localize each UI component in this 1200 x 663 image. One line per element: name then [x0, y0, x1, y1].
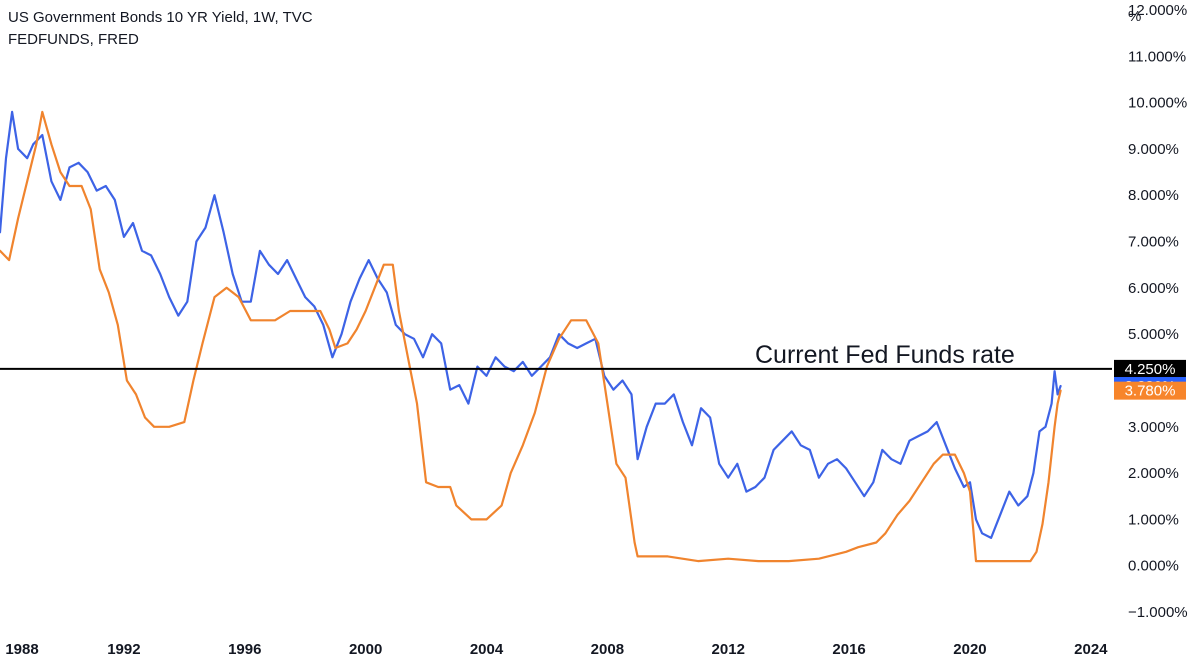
y-tick-label: 12.000% [1128, 2, 1187, 19]
x-tick-label: 2004 [470, 641, 504, 658]
x-tick-label: 2000 [349, 641, 382, 658]
y-tick-label: 5.000% [1128, 326, 1179, 343]
annotation-current-fed-funds: Current Fed Funds rate [755, 341, 1015, 369]
series-line-fedfunds [0, 110, 1062, 563]
y-tick-label: 1.000% [1128, 511, 1179, 528]
y-tick-label: 8.000% [1128, 187, 1179, 204]
x-tick-label: 2008 [591, 641, 624, 658]
x-tick-label: 2020 [953, 641, 986, 658]
x-tick-label: 1992 [107, 641, 140, 658]
x-tick-label: 2024 [1074, 641, 1108, 658]
y-tick-label: 3.000% [1128, 419, 1179, 436]
badge-current-level [1114, 359, 1186, 378]
x-tick-label: 2012 [712, 641, 745, 658]
x-tick-label: 2016 [832, 641, 865, 658]
badge-fedfunds-label: 3.780% [1125, 383, 1176, 400]
y-tick-label: 0.000% [1128, 558, 1179, 575]
y-tick-label: 10.000% [1128, 95, 1187, 112]
y-tick-label: 6.000% [1128, 280, 1179, 297]
x-tick-label: 1988 [5, 641, 38, 658]
y-tick-label: 2.000% [1128, 465, 1179, 482]
legend-series-1: US Government Bonds 10 YR Yield, 1W, TVC [8, 9, 313, 26]
y-tick-label: 9.000% [1128, 141, 1179, 158]
y-axis-unit: % [1128, 8, 1142, 25]
badge-current-level-label: 4.250% [1125, 361, 1176, 378]
legend-series-2: FEDFUNDS, FRED [8, 31, 139, 48]
y-tick-label: 7.000% [1128, 234, 1179, 251]
x-tick-label: 1996 [228, 641, 261, 658]
series-line-10yr-yield [0, 110, 1062, 540]
badge-fedfunds [1114, 381, 1186, 400]
y-tick-label: 11.000% [1128, 48, 1186, 65]
y-tick-label: −1.000% [1128, 604, 1188, 621]
